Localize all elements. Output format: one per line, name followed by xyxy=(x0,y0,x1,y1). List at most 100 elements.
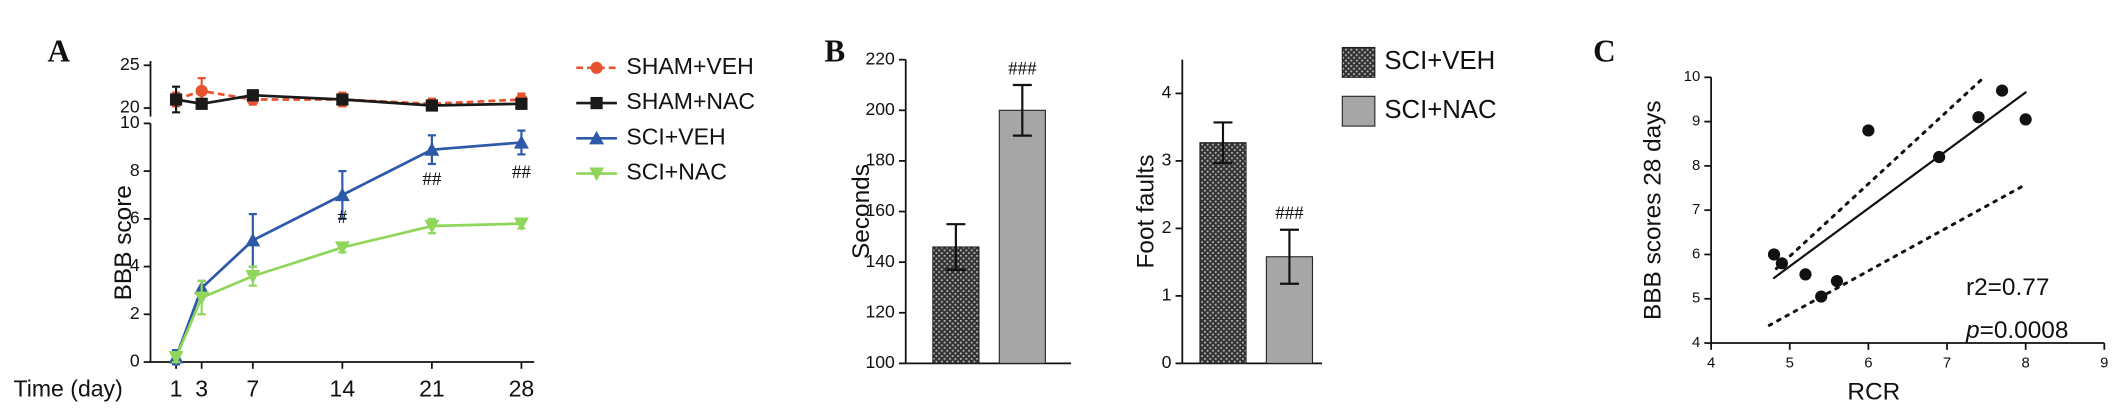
y-tick-label: 140 xyxy=(865,251,895,271)
x-tick-label: 3 xyxy=(195,376,208,402)
marker xyxy=(515,97,528,110)
y-tick-label: 10 xyxy=(120,112,140,132)
series-line xyxy=(175,93,522,107)
annotation-text: r2=0.77 xyxy=(1966,274,2049,301)
marker xyxy=(589,130,605,145)
panel-label: A xyxy=(47,33,70,68)
panel-label: B xyxy=(824,33,845,68)
y-tick-label: 220 xyxy=(865,48,895,68)
marker xyxy=(246,89,259,102)
marker xyxy=(590,96,603,110)
marker xyxy=(513,135,529,149)
y-tick-label: 6 xyxy=(1692,246,1700,262)
y-tick-label: 180 xyxy=(865,150,895,170)
annotation: # xyxy=(338,207,348,228)
point xyxy=(1862,124,1875,137)
point xyxy=(1767,248,1781,261)
legend-label: SCI+VEH xyxy=(626,123,725,149)
marker xyxy=(513,217,529,232)
legend-label: SHAM+VEH xyxy=(626,53,753,79)
marker xyxy=(424,219,440,234)
marker xyxy=(194,291,210,306)
marker xyxy=(425,99,438,112)
y-tick-label: 120 xyxy=(865,301,895,321)
marker xyxy=(245,232,261,247)
fit-line xyxy=(1772,91,2027,280)
point xyxy=(1830,274,1844,288)
legend-label: SHAM+NAC xyxy=(626,88,755,114)
y-tick-label: 3 xyxy=(1162,150,1172,170)
y-axis-label: Foot faults xyxy=(1133,155,1160,269)
marker xyxy=(169,93,183,106)
annotation: p=0.0008 xyxy=(1965,318,2068,345)
x-tick-label: 6 xyxy=(1864,355,1872,371)
y-tick-label: 4 xyxy=(130,255,140,275)
x-tick-label: 8 xyxy=(2022,355,2030,371)
point xyxy=(1799,268,1812,281)
y-tick-label: 1 xyxy=(1162,285,1172,305)
panel-label: C xyxy=(1593,33,1616,68)
x-tick-label: 28 xyxy=(509,376,535,402)
legend-swatch xyxy=(1341,46,1376,78)
annotation-italic: p xyxy=(1965,318,1980,345)
series-line xyxy=(174,141,522,358)
marker xyxy=(334,241,350,255)
x-tick-label: 4 xyxy=(1707,355,1715,371)
point xyxy=(1995,84,2009,97)
marker xyxy=(195,84,208,98)
y-tick-label: 4 xyxy=(1692,335,1700,351)
x-tick-label: 5 xyxy=(1786,355,1794,371)
y-tick-label: 0 xyxy=(1162,352,1172,372)
y-tick-label: 25 xyxy=(120,54,140,74)
x-tick-label: 7 xyxy=(1943,355,1951,371)
x-tick-label: 1 xyxy=(170,376,183,402)
annotation: ### xyxy=(1008,58,1037,79)
y-tick-label: 200 xyxy=(865,99,895,119)
marker xyxy=(589,167,605,182)
y-axis-label: BBB scores 28 days xyxy=(1640,100,1667,320)
series-line xyxy=(175,89,522,106)
series-line xyxy=(174,222,522,358)
annotation: ### xyxy=(1275,203,1304,224)
confidence-band xyxy=(1774,75,1986,271)
y-tick-label: 8 xyxy=(130,160,140,180)
point xyxy=(1775,257,1788,270)
y-tick-label: 20 xyxy=(120,97,140,117)
marker xyxy=(336,93,349,106)
y-tick-label: 2 xyxy=(1162,217,1172,237)
y-axis-label: BBB score xyxy=(110,185,137,300)
marker xyxy=(590,61,603,74)
bar xyxy=(1199,142,1247,364)
point xyxy=(2019,113,2032,126)
x-axis-label: RCR xyxy=(1847,379,1900,406)
confidence-band xyxy=(1767,184,2025,327)
x-tick-label: 14 xyxy=(330,376,356,402)
legend-swatch xyxy=(1341,95,1376,127)
annotation: ## xyxy=(512,162,531,183)
y-tick-label: 7 xyxy=(1692,202,1700,218)
y-tick-label: 160 xyxy=(865,200,895,220)
bar xyxy=(998,109,1046,364)
y-tick-label: 10 xyxy=(1684,69,1701,85)
marker xyxy=(334,187,350,202)
x-tick-label: 21 xyxy=(419,376,445,402)
annotation: ## xyxy=(422,169,441,190)
y-tick-label: 0 xyxy=(130,351,140,371)
marker xyxy=(168,351,184,365)
marker xyxy=(245,270,261,284)
legend-label: SCI+VEH xyxy=(1384,47,1495,75)
y-tick-label: 2 xyxy=(130,303,140,323)
marker xyxy=(195,97,208,110)
annotation-text: =0.0008 xyxy=(1980,318,2069,345)
marker xyxy=(424,142,440,156)
point xyxy=(1972,111,1985,124)
y-tick-label: 4 xyxy=(1162,82,1172,102)
y-tick-label: 9 xyxy=(1692,114,1700,130)
legend-label: SCI+NAC xyxy=(626,159,726,185)
annotation: r2=0.77 xyxy=(1966,274,2049,301)
x-axis-label: Time (day) xyxy=(14,376,123,402)
y-tick-label: 6 xyxy=(130,208,140,228)
y-tick-label: 100 xyxy=(865,352,895,372)
